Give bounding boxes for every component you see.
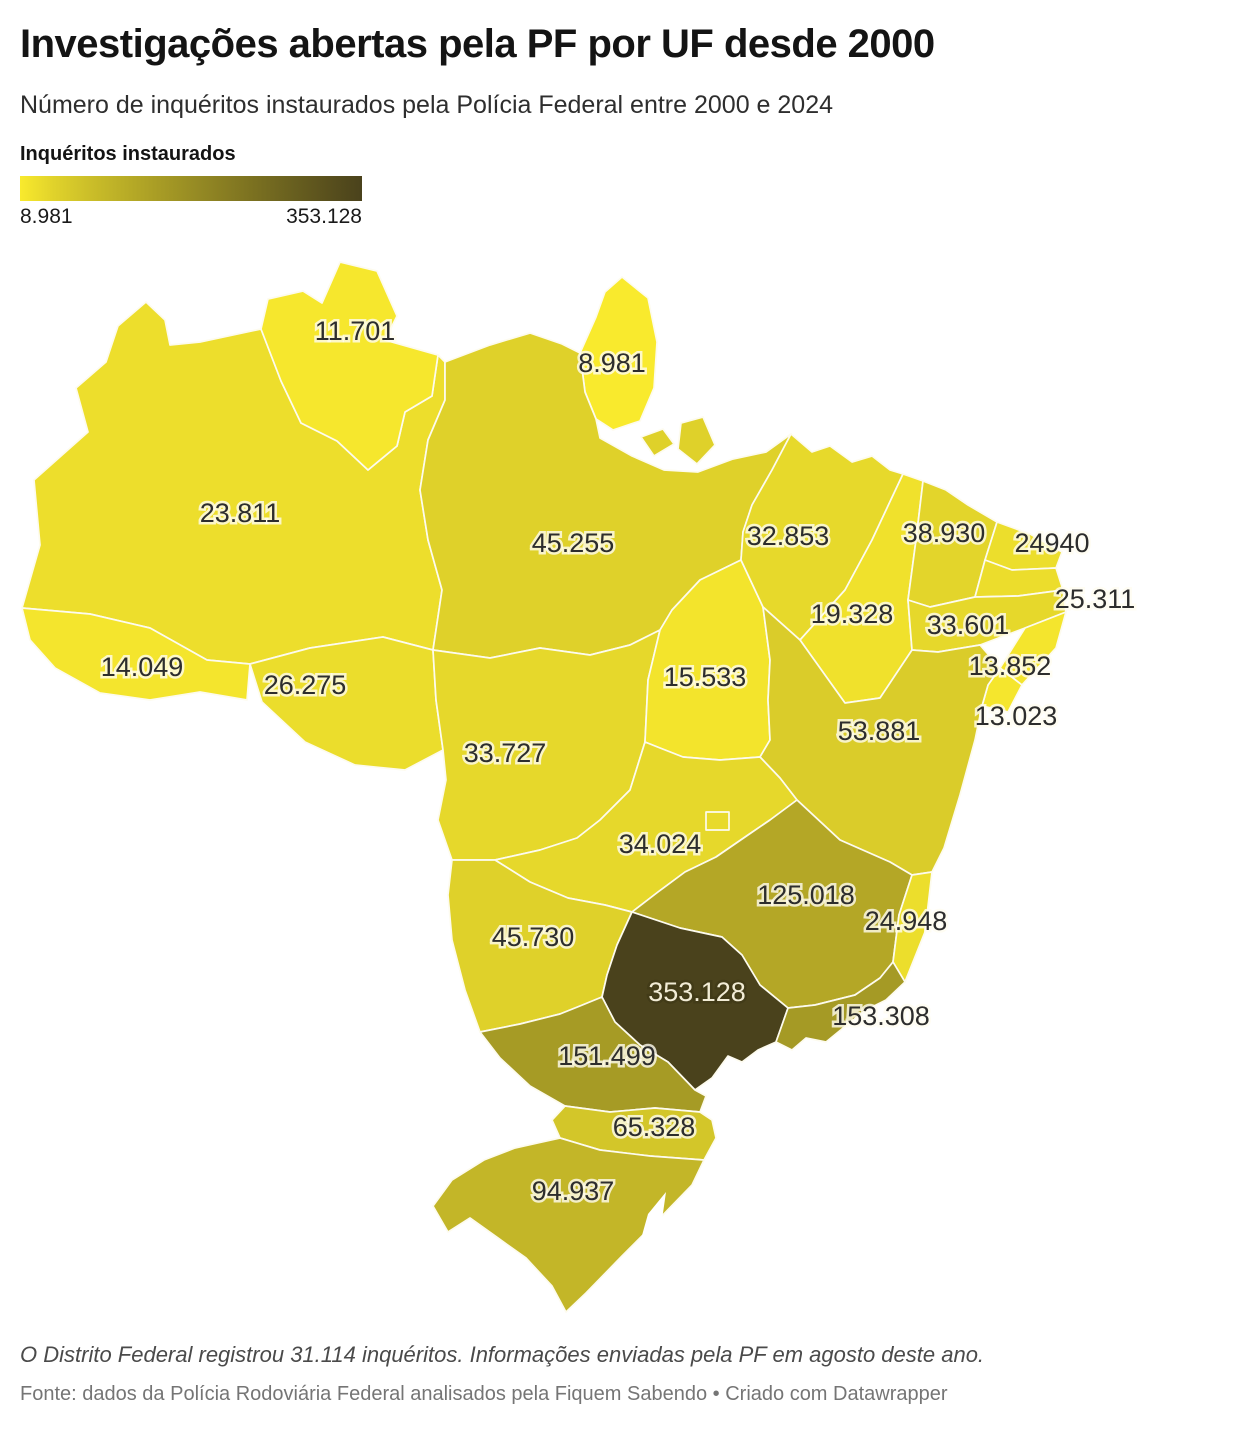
state-PA-north-island[interactable] xyxy=(677,416,716,465)
value-label-SE: 13.023 xyxy=(975,701,1058,731)
value-label-PR: 151.499 xyxy=(558,1041,656,1071)
state-value-labels: 11.701 8.981 23.811 45.255 14.049 26.275 33.72… xyxy=(98,314,1138,1209)
state-SC[interactable] xyxy=(551,1105,717,1161)
footnote: O Distrito Federal registrou 31.114 inqu… xyxy=(20,1342,985,1367)
page-title: Investigações abertas pela PF por UF des… xyxy=(20,22,935,66)
value-label-AC: 14.049 xyxy=(101,652,184,682)
value-label-GO: 34.024 xyxy=(619,829,702,859)
color-legend: Inquéritos instaurados 8.981 353.128 xyxy=(20,143,362,229)
value-label-PB: 25.311 xyxy=(1055,584,1136,614)
legend-labels: 8.981 353.128 xyxy=(20,205,362,229)
state-PA-marajo-island[interactable] xyxy=(640,428,675,457)
value-label-AL: 13.852 xyxy=(969,651,1052,681)
value-label-MA: 32.853 xyxy=(747,521,830,551)
value-label-PI: 19.328 xyxy=(811,599,894,629)
value-label-AP: 8.981 xyxy=(578,348,646,378)
value-label-AM: 23.811 xyxy=(200,498,281,528)
value-label-MG: 125.018 xyxy=(757,880,855,910)
value-label-SP: 353.128 xyxy=(648,977,746,1007)
state-AC[interactable] xyxy=(21,607,251,701)
value-label-RJ: 153.308 xyxy=(832,1001,930,1031)
state-BA[interactable] xyxy=(759,606,1001,876)
legend-title: Inquéritos instaurados xyxy=(20,143,236,165)
legend-max-label: 353.128 xyxy=(286,205,362,228)
value-label-RO: 26.275 xyxy=(264,670,347,700)
page-subtitle: Número de inquéritos instaurados pela Po… xyxy=(20,91,834,119)
value-label-MT: 33.727 xyxy=(464,738,547,768)
value-label-RN: 24940 xyxy=(1014,528,1089,558)
value-label-PE: 33.601 xyxy=(927,610,1010,640)
state-RO[interactable] xyxy=(249,636,444,771)
legend-gradient-bar xyxy=(20,176,362,201)
value-label-PA: 45.255 xyxy=(532,528,615,558)
state-AL[interactable] xyxy=(999,611,1067,686)
state-AP[interactable] xyxy=(579,276,658,431)
value-label-CE: 38.930 xyxy=(903,518,986,548)
value-label-SC: 65.328 xyxy=(613,1112,696,1142)
state-RJ[interactable] xyxy=(775,961,906,1051)
state-PR[interactable] xyxy=(479,996,707,1113)
value-label-MS: 45.730 xyxy=(492,922,575,952)
value-label-TO: 15.533 xyxy=(664,662,747,692)
value-label-BA: 53.881 xyxy=(838,716,921,746)
source-line: Fonte: dados da Polícia Rodoviária Feder… xyxy=(20,1383,948,1405)
legend-min-label: 8.981 xyxy=(20,205,73,228)
value-label-ES: 24.948 xyxy=(865,906,948,936)
lagoa-dos-patos xyxy=(634,1192,666,1264)
state-RR[interactable] xyxy=(260,261,439,471)
state-RS[interactable] xyxy=(432,1137,705,1313)
state-DF[interactable] xyxy=(705,811,730,831)
value-label-RS: 94.937 xyxy=(532,1176,615,1206)
value-label-RR: 11.701 xyxy=(315,316,396,346)
